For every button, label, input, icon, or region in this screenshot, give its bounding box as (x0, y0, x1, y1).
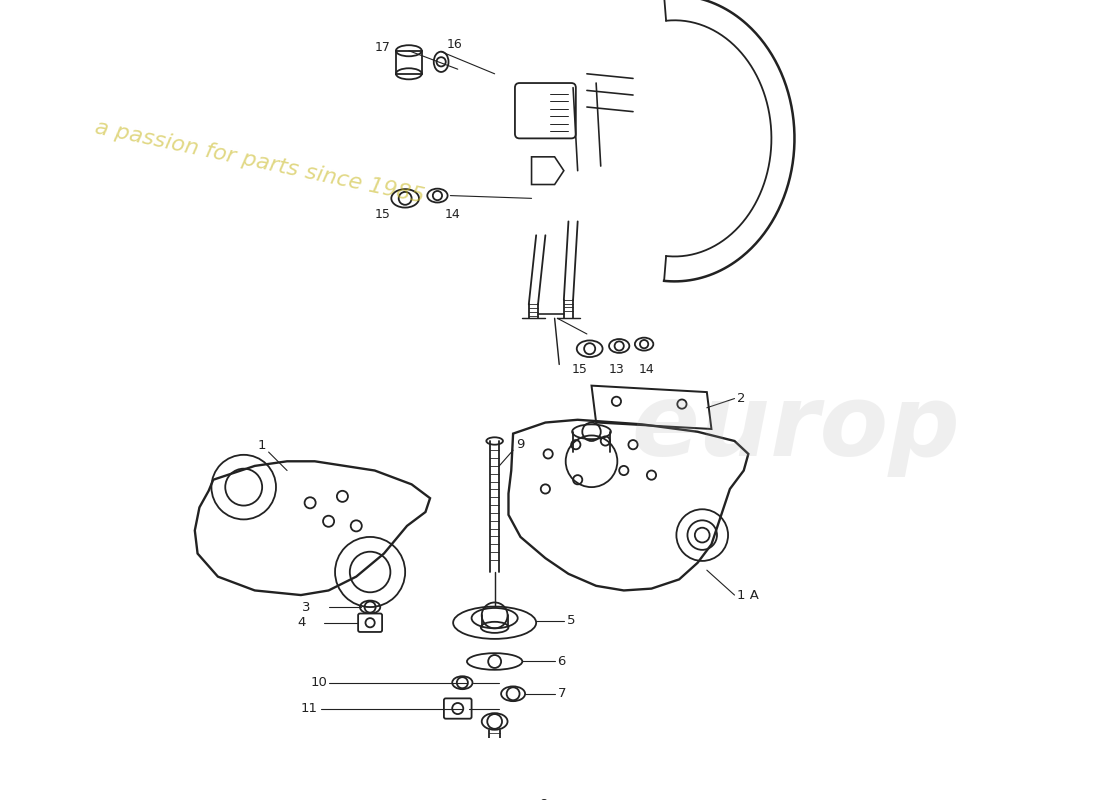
Text: 10: 10 (310, 676, 327, 690)
Text: 8: 8 (539, 798, 548, 800)
Text: 13: 13 (609, 362, 625, 375)
Text: europ: europ (631, 379, 960, 477)
Text: 1: 1 (257, 439, 266, 452)
Text: 14: 14 (639, 362, 654, 375)
FancyBboxPatch shape (444, 698, 472, 718)
Text: 16: 16 (447, 38, 462, 50)
Text: 15: 15 (571, 362, 587, 375)
Text: a passion for parts since 1985: a passion for parts since 1985 (94, 118, 427, 207)
Text: 3: 3 (301, 601, 310, 614)
Text: 2: 2 (737, 392, 746, 405)
Text: 15: 15 (375, 207, 390, 221)
FancyBboxPatch shape (359, 614, 382, 632)
Text: 14: 14 (444, 207, 461, 221)
Text: 11: 11 (301, 702, 318, 715)
Text: 6: 6 (558, 655, 565, 668)
Text: 7: 7 (558, 687, 565, 700)
Text: 17: 17 (375, 42, 390, 54)
Text: 1 A: 1 A (737, 589, 759, 602)
Text: 9: 9 (516, 438, 525, 451)
FancyBboxPatch shape (515, 83, 575, 138)
Text: 4: 4 (297, 616, 306, 630)
Text: 5: 5 (566, 614, 575, 627)
